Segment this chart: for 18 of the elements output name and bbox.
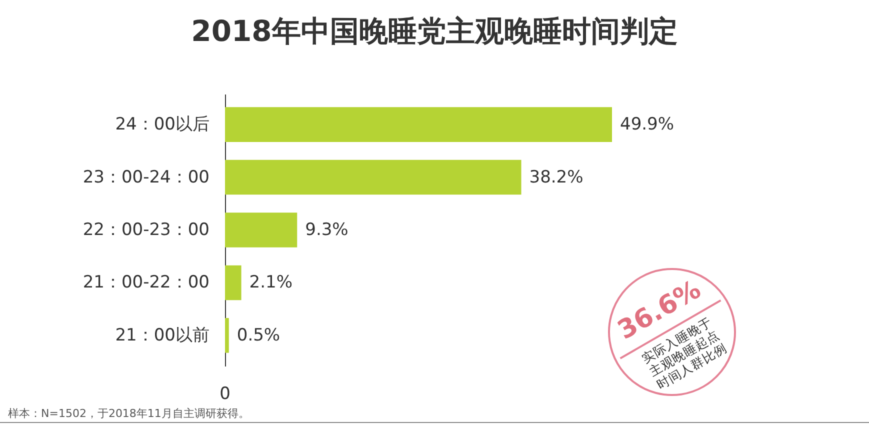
data-label: 38.2% [529,167,584,188]
y-tick-label: 21：00以前 [115,325,210,346]
data-label: 49.9% [620,114,674,135]
y-tick-label: 24：00以后 [115,114,210,135]
text: 0 [220,384,230,404]
bar [225,107,612,142]
chart-title: 2018年中国晚睡党主观晚睡时间判定 [190,13,679,50]
y-tick-label: 22：00-23：00 [82,220,210,240]
bar [225,160,522,195]
bar [225,265,242,300]
data-label: 9.3% [305,220,348,240]
bar [225,212,298,248]
bar [225,318,229,353]
data-label: 0.5% [236,325,280,346]
y-tick-label: 21：00-22：00 [82,272,210,293]
data-label: 2.1% [249,272,292,293]
y-tick-label: 23：00-24：00 [82,167,210,188]
text: 样本：N=1502，于2018年11月自主调研获得。 [8,406,250,421]
